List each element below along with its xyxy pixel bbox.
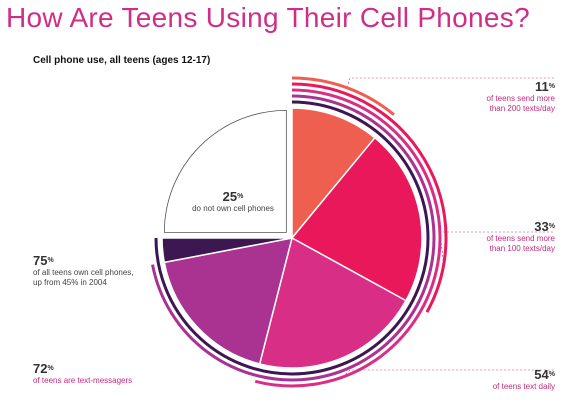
ring-messagers	[151, 94, 436, 382]
pie-slice-none	[163, 109, 287, 233]
chart-subtitle: Cell phone use, all teens (ages 12-17)	[33, 55, 211, 66]
annotation-11-percent: 11% of teens send more than 200 texts/da…	[486, 79, 555, 114]
ring-s200	[291, 76, 395, 116]
pie-slice-own	[161, 237, 293, 264]
ring-daily	[254, 88, 442, 388]
annotation-33-percent: 33% of teens send more than 100 texts/da…	[486, 219, 555, 254]
pie-slice-messagers	[163, 237, 294, 365]
cumulative-arcs	[151, 76, 448, 388]
ring-own	[154, 100, 430, 376]
pie-slice-daily	[258, 236, 407, 369]
pie-slice-s200	[291, 107, 376, 241]
annotation-25-percent: 25% do not own cell phones	[192, 189, 274, 214]
pie-slice-s100	[290, 136, 423, 302]
annotation-54-percent: 54% of teens text daily	[492, 367, 555, 392]
page-title: How Are Teens Using Their Cell Phones?	[6, 2, 530, 33]
pie-slices	[161, 107, 423, 369]
ring-s100	[291, 82, 448, 313]
annotation-75-percent: 75% of all teens own cell phones, up fro…	[33, 253, 134, 288]
annotation-72-percent: 72% of teens are text-messagers	[33, 361, 133, 386]
